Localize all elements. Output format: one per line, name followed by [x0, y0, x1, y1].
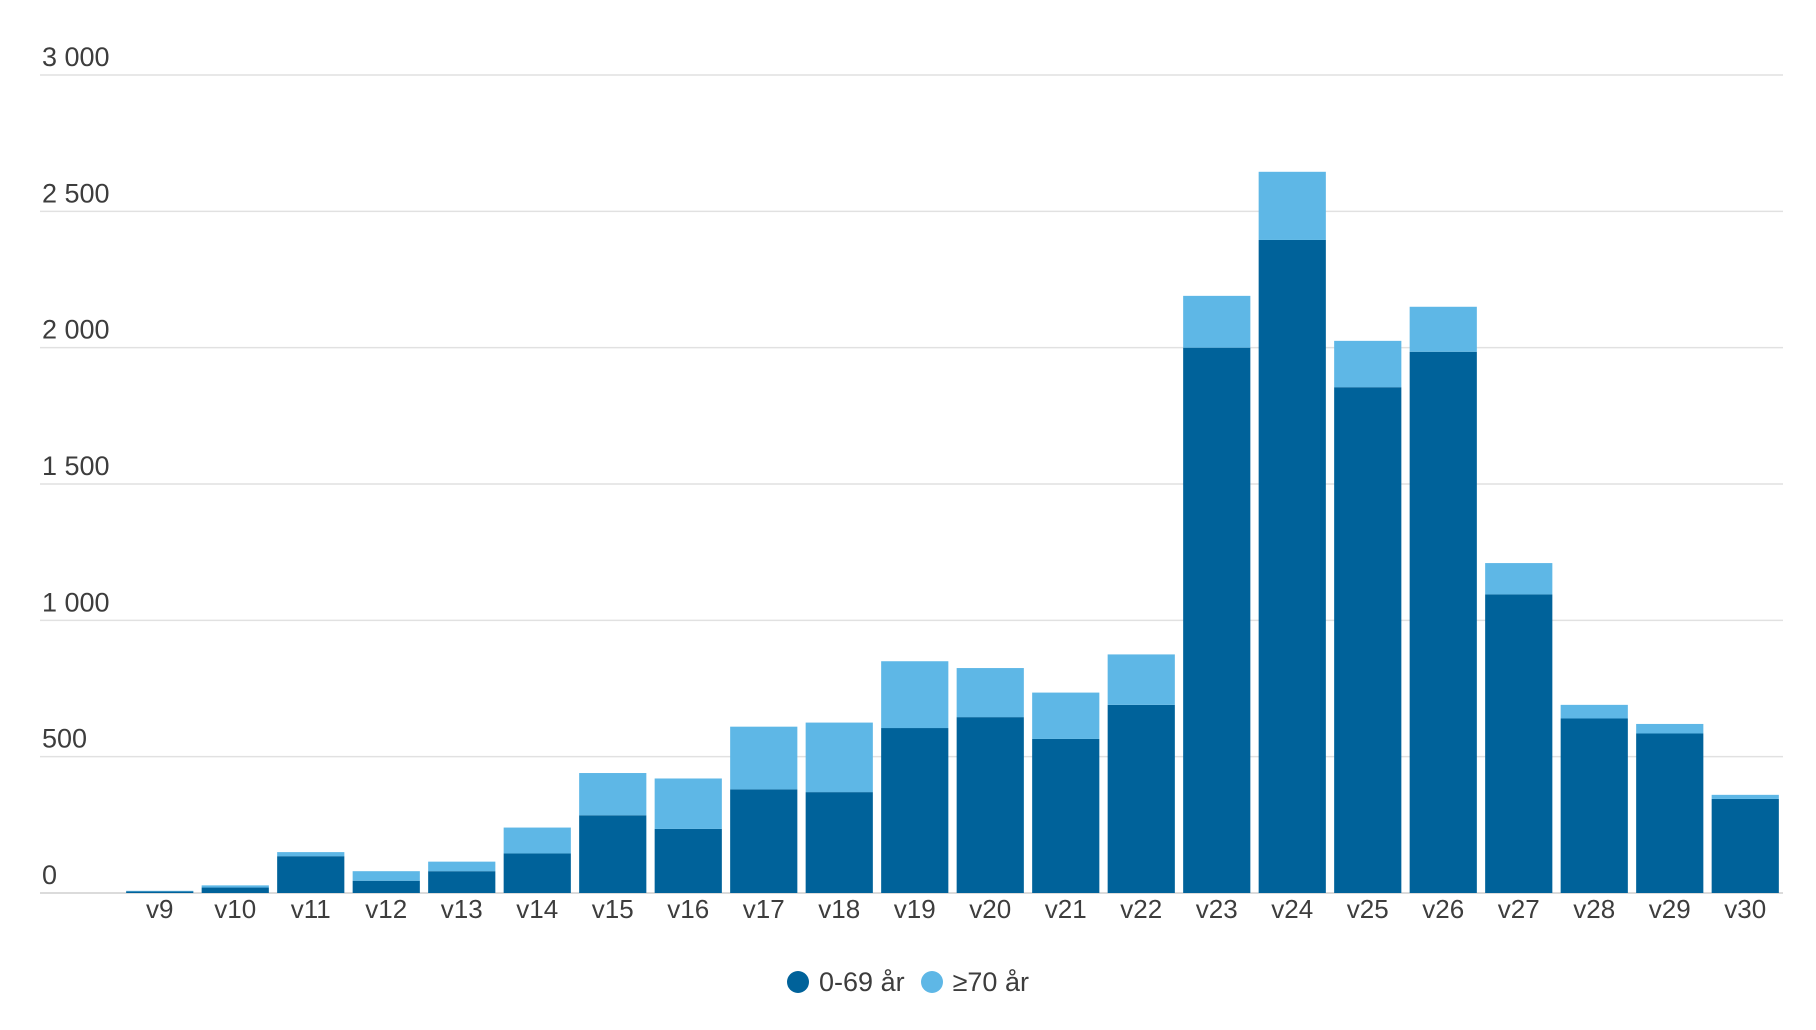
x-tick-label-v27: v27 — [1498, 894, 1540, 924]
x-tick-label-v15: v15 — [592, 894, 634, 924]
x-tick-label-v26: v26 — [1422, 894, 1464, 924]
bar-v13-series-1[interactable] — [428, 871, 496, 893]
legend-label-series-1: 0-69 år — [819, 966, 905, 997]
bar-v21-series-1[interactable] — [1032, 738, 1100, 893]
y-tick-label: 3 000 — [42, 42, 110, 72]
bar-v15-series-1[interactable] — [579, 815, 647, 893]
bar-v13-series-2[interactable] — [428, 861, 496, 872]
y-tick-label: 1 000 — [42, 587, 110, 617]
bar-v27-series-1[interactable] — [1485, 594, 1553, 893]
bar-v20-series-2[interactable] — [956, 668, 1024, 718]
y-tick-label: 500 — [42, 724, 87, 754]
x-tick-label-v20: v20 — [969, 894, 1011, 924]
y-tick-label: 2 500 — [42, 178, 110, 208]
bar-v22-series-1[interactable] — [1107, 704, 1175, 893]
x-tick-label-v13: v13 — [441, 894, 483, 924]
bar-v19-series-1[interactable] — [881, 728, 949, 893]
bar-v12-series-2[interactable] — [352, 871, 420, 881]
bar-v23-series-1[interactable] — [1183, 347, 1251, 894]
legend-item-series-1[interactable]: 0-69 år — [787, 967, 905, 998]
bar-v17-series-2[interactable] — [730, 726, 798, 790]
bar-v26-series-2[interactable] — [1409, 306, 1477, 352]
bar-v24-series-1[interactable] — [1258, 239, 1326, 894]
x-tick-label-v9: v9 — [146, 894, 173, 924]
x-tick-label-v21: v21 — [1045, 894, 1087, 924]
bar-v28-series-2[interactable] — [1560, 704, 1628, 719]
bar-v18-series-1[interactable] — [805, 792, 873, 893]
legend-swatch-series-1 — [787, 971, 810, 993]
y-tick-label: 0 — [42, 860, 57, 890]
bar-v17-series-1[interactable] — [730, 789, 798, 893]
x-tick-label-v25: v25 — [1347, 894, 1389, 924]
x-tick-label-v30: v30 — [1724, 894, 1766, 924]
x-tick-label-v11: v11 — [291, 894, 331, 924]
bar-v29-series-1[interactable] — [1636, 733, 1704, 893]
x-tick-label-v28: v28 — [1573, 894, 1615, 924]
bar-v11-series-1[interactable] — [277, 856, 345, 893]
x-tick-label-v10: v10 — [214, 894, 256, 924]
bar-v26-series-1[interactable] — [1409, 351, 1477, 893]
legend-item-series-2[interactable]: ≥70 år — [920, 966, 1029, 998]
x-tick-label-v23: v23 — [1196, 894, 1238, 924]
x-tick-label-v17: v17 — [743, 894, 785, 924]
x-tick-label-v16: v16 — [667, 894, 709, 924]
x-axis-labels: v9 v10 v11 v12 v13 v14 v15 v16 v17 v18 v19 v20 v21 v2… — [146, 894, 1766, 924]
x-tick-label-v22: v22 — [1120, 894, 1162, 924]
bar-v18-series-2[interactable] — [805, 722, 873, 793]
legend-label-series-2: ≥70 år — [952, 966, 1029, 997]
bar-v23-series-2[interactable] — [1183, 295, 1251, 348]
legend: 0-69 år ≥70 år — [0, 960, 1816, 1004]
bar-v10-series-2[interactable] — [201, 885, 269, 888]
y-axis-labels: 0 500 1 000 1 500 2 000 2 500 3 000 — [42, 42, 110, 890]
bar-v20-series-1[interactable] — [956, 717, 1024, 893]
y-tick-label: 2 000 — [42, 315, 110, 345]
x-tick-label-v12: v12 — [365, 894, 407, 924]
bar-v30-series-2[interactable] — [1711, 794, 1779, 799]
bar-v9-series-1[interactable] — [126, 891, 194, 893]
x-tick-label-v14: v14 — [516, 894, 558, 924]
bar-v22-series-2[interactable] — [1107, 654, 1175, 705]
y-tick-label: 1 500 — [42, 451, 110, 481]
bar-v16-series-1[interactable] — [654, 828, 722, 893]
bar-v21-series-2[interactable] — [1032, 692, 1100, 739]
x-tick-label-v29: v29 — [1649, 894, 1691, 924]
gridlines — [40, 74, 1783, 894]
bar-v14-series-1[interactable] — [503, 853, 571, 893]
bar-v16-series-2[interactable] — [654, 778, 722, 829]
bar-v28-series-1[interactable] — [1560, 718, 1628, 893]
x-tick-label-v24: v24 — [1271, 894, 1313, 924]
bar-v27-series-2[interactable] — [1485, 563, 1553, 595]
bar-v30-series-1[interactable] — [1711, 798, 1779, 893]
bar-v14-series-2[interactable] — [503, 827, 571, 854]
bar-v19-series-2[interactable] — [881, 661, 949, 729]
bar-v25-series-1[interactable] — [1334, 387, 1402, 893]
bar-v12-series-1[interactable] — [352, 880, 420, 893]
x-tick-label-v19: v19 — [894, 894, 936, 924]
x-tick-label-v18: v18 — [818, 894, 860, 924]
bars — [126, 171, 1779, 894]
bar-v15-series-2[interactable] — [579, 773, 647, 816]
bar-v9-series-2[interactable] — [126, 890, 194, 892]
bar-v25-series-2[interactable] — [1334, 340, 1402, 388]
bar-v24-series-2[interactable] — [1258, 171, 1326, 240]
legend-swatch-series-2 — [920, 971, 943, 993]
bar-v10-series-1[interactable] — [201, 887, 269, 893]
bar-v11-series-2[interactable] — [277, 852, 345, 857]
bar-v29-series-2[interactable] — [1636, 723, 1704, 734]
